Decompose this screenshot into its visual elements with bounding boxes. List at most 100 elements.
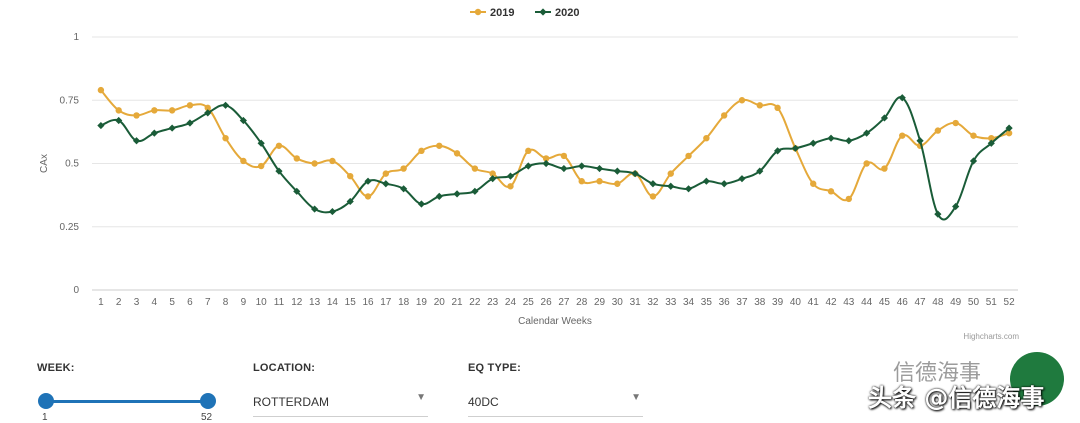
data-point[interactable] [899,132,906,139]
data-point[interactable] [649,193,657,200]
data-point[interactable] [97,121,105,130]
week-slider-track[interactable] [46,400,208,403]
data-point[interactable] [150,129,158,137]
legend-item-2019[interactable]: 2019 [470,7,514,19]
data-point[interactable] [542,159,550,168]
week-slider-max-handle[interactable] [200,393,216,409]
data-point[interactable] [988,135,995,142]
data-point[interactable] [506,172,515,180]
legend-item-2020[interactable]: 2020 [535,7,579,19]
data-point[interactable] [595,164,604,173]
data-point[interactable] [738,175,746,183]
data-point[interactable] [328,207,337,216]
data-point[interactable] [969,157,978,165]
data-point[interactable] [275,167,283,175]
data-point[interactable] [578,178,585,185]
data-point[interactable] [489,170,496,177]
data-point[interactable] [311,160,318,167]
data-point[interactable] [346,197,354,206]
data-point[interactable] [542,155,550,162]
data-point[interactable] [560,164,568,173]
data-point[interactable] [168,124,176,132]
data-point[interactable] [97,86,105,94]
data-point[interactable] [132,137,141,145]
data-point[interactable] [756,167,764,175]
data-point[interactable] [382,180,390,188]
week-slider-min-handle[interactable] [38,393,54,409]
data-point[interactable] [863,129,871,137]
data-point[interactable] [293,155,300,162]
data-point[interactable] [115,116,123,125]
data-point[interactable] [133,112,140,119]
data-point[interactable] [649,180,657,188]
data-point[interactable] [898,94,906,102]
data-point[interactable] [524,162,532,170]
data-point[interactable] [773,147,782,155]
data-point[interactable] [685,152,692,160]
data-point[interactable] [453,150,461,157]
data-point[interactable] [240,157,247,165]
data-point[interactable] [970,132,977,139]
data-point[interactable] [417,200,426,208]
data-point[interactable] [275,142,283,149]
data-point[interactable] [151,107,158,114]
data-point[interactable] [435,192,443,200]
data-point[interactable] [720,180,728,188]
data-point[interactable] [916,137,924,145]
data-point[interactable] [614,180,621,187]
data-point[interactable] [400,185,408,193]
data-point[interactable] [1005,129,1013,137]
data-point[interactable] [631,170,639,178]
data-point[interactable] [934,210,942,218]
data-point[interactable] [684,185,693,193]
data-point[interactable] [952,202,960,211]
data-point[interactable] [667,182,675,190]
data-point[interactable] [186,119,194,127]
data-point[interactable] [489,175,497,183]
data-point[interactable] [436,142,443,149]
data-point[interactable] [845,137,853,145]
data-point[interactable] [827,188,835,195]
data-point[interactable] [453,190,461,198]
data-point[interactable] [596,178,603,185]
data-point[interactable] [987,139,995,147]
data-point[interactable] [560,152,568,160]
eq-type-select[interactable]: 40DC ▼ [468,388,643,417]
data-point[interactable] [239,116,247,125]
data-point[interactable] [364,193,372,200]
data-point[interactable] [738,97,746,104]
data-point[interactable] [400,165,407,172]
data-point[interactable] [791,144,800,152]
data-point[interactable] [809,139,817,147]
data-point[interactable] [115,107,122,114]
data-point[interactable] [863,160,870,167]
location-select[interactable]: ROTTERDAM ▼ [253,388,428,417]
data-point[interactable] [382,170,390,177]
data-point[interactable] [720,112,728,119]
data-point[interactable] [810,180,817,187]
data-point[interactable] [364,177,372,185]
credits-label[interactable]: Highcharts.com [963,332,1019,341]
data-point[interactable] [1005,124,1013,132]
data-point[interactable] [310,205,319,213]
data-point[interactable] [507,183,514,190]
data-point[interactable] [756,102,763,109]
data-point[interactable] [880,114,889,122]
data-point[interactable] [347,172,354,180]
data-point[interactable] [881,165,888,172]
data-point[interactable] [257,139,265,147]
data-point[interactable] [774,104,781,112]
data-point[interactable] [257,162,265,170]
data-point[interactable] [667,170,674,177]
data-point[interactable] [204,109,212,117]
data-point[interactable] [186,102,194,109]
data-point[interactable] [703,135,710,142]
data-point[interactable] [525,147,532,155]
data-point[interactable] [418,147,425,155]
data-point[interactable] [168,107,176,114]
data-point[interactable] [204,104,211,112]
data-point[interactable] [934,127,942,134]
data-point[interactable] [578,162,586,170]
data-point[interactable] [221,101,230,109]
data-point[interactable] [845,195,853,203]
